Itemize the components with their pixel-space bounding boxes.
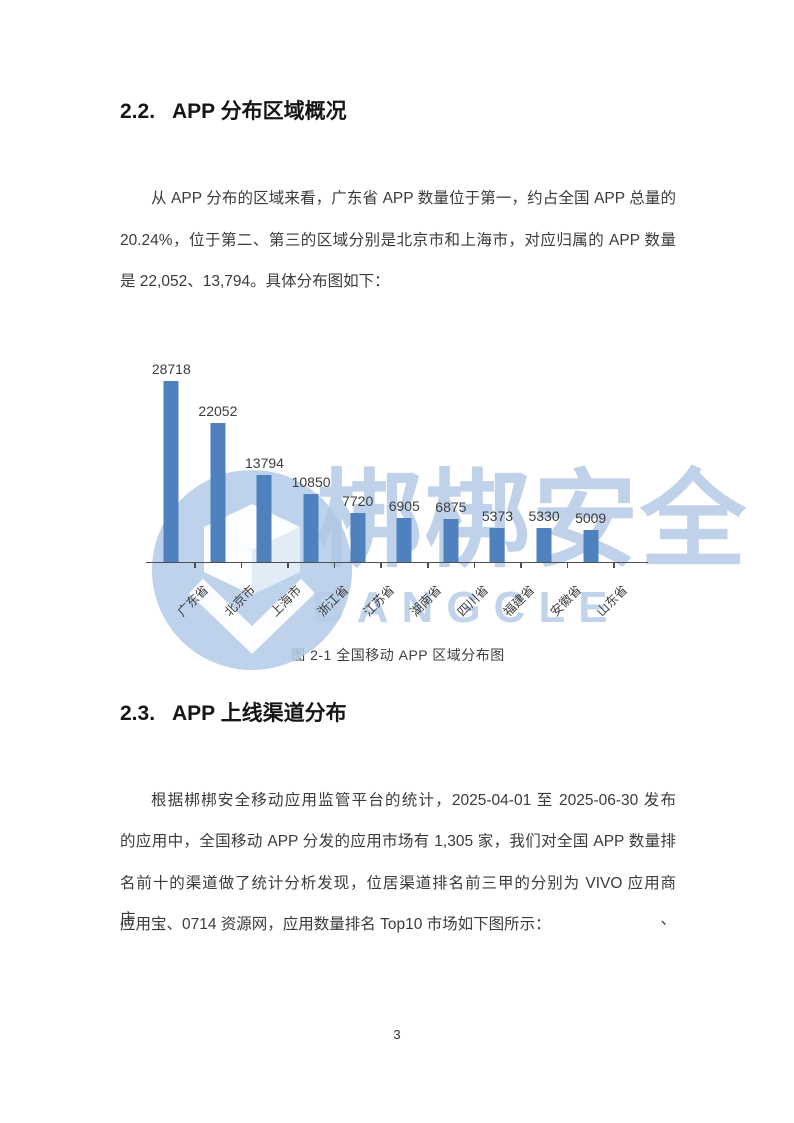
paragraph-channel-distribution: 根据梆梆安全移动应用监管平台的统计，2025-04-01 至 2025-06-3…	[120, 783, 676, 949]
paragraph-line: 从 APP 分布的区域来看，广东省 APP 数量位于第一，约占全国 APP 总量…	[151, 190, 676, 207]
paragraph-line: 的应用中，全国移动 APP 分发的应用市场有 1,305 家，我们对全国 APP…	[120, 833, 676, 850]
section-number: 2.2.	[120, 100, 156, 123]
figure-caption: 图 2-1 全国移动 APP 区域分布图	[291, 646, 505, 663]
chart-x-axis	[146, 561, 648, 563]
axis-tick	[520, 561, 522, 568]
chart-category-cell: 5009 山东省	[567, 352, 631, 619]
category-label: 江苏省	[361, 582, 398, 619]
category-label: 广东省	[174, 582, 212, 619]
category-label: 北京市	[221, 582, 258, 619]
chart-category-cell: 5330 安徽省	[521, 352, 584, 619]
section-heading-2-3: 2.3. APP 上线渠道分布	[120, 701, 676, 727]
chart-category-cell: 5373 福建省	[474, 352, 538, 619]
bar-chart-figure: 梆梆安全 BANGCLE 28718 广东省 22052 北京市 13794 上海市 108…	[120, 352, 746, 670]
bar	[536, 527, 552, 562]
paragraph-line: 应用宝、0714 资源网，应用数量排名 Top10 市场如下图所示：	[120, 916, 551, 933]
chart-category-cell: 10850 浙江省	[288, 352, 351, 619]
bar	[256, 474, 272, 562]
category-label: 安徽省	[547, 582, 585, 619]
section-title: APP 分布区域概况	[172, 100, 347, 123]
axis-tick	[613, 561, 615, 568]
bar-value-label: 5330	[528, 507, 560, 524]
bar	[489, 527, 505, 562]
chart-category-cell: 13794 上海市	[241, 352, 304, 619]
category-label: 福建省	[501, 582, 538, 619]
bar-value-label: 22052	[198, 402, 238, 419]
axis-tick	[380, 561, 382, 568]
axis-tick	[473, 561, 476, 568]
paragraph-region-overview: 从 APP 分布的区域来看，广东省 APP 数量位于第一，约占全国 APP 总量…	[120, 181, 676, 306]
bar-value-label: 5009	[575, 509, 607, 526]
paragraph-line: 20.24%，位于第二、第三的区域分别是北京市和上海市，对应归属的 APP 数量	[120, 231, 676, 249]
paragraph-line: 是 22,052、13,794。具体分布图如下：	[120, 273, 390, 290]
chart-category-cell: 6905 湖南省	[381, 352, 445, 619]
page-content: 2.2. APP 分布区域概况 从 APP 分布的区域来看，广东省 APP 数量…	[120, 0, 746, 949]
bar-value-label: 28718	[151, 360, 191, 377]
bar	[303, 493, 319, 562]
section-title: APP 上线渠道分布	[172, 701, 347, 725]
chart-category-cell: 28718 广东省	[148, 352, 211, 619]
bar-chart: 28718 广东省 22052 北京市 13794 上海市 10850 浙江省 7720 江苏省 6…	[120, 352, 676, 637]
bar	[396, 517, 412, 562]
axis-tick	[427, 561, 429, 568]
bar	[583, 529, 599, 562]
axis-tick	[566, 561, 569, 568]
paragraph-line: 名前十的渠道做了统计分析发现，位居渠道排名前三甲的分别为 VIVO 应用商店、	[120, 874, 676, 928]
page-number: 3	[393, 1027, 401, 1042]
paragraph-line: 根据梆梆安全移动应用监管平台的统计，2025-04-01 至 2025-06-3…	[151, 791, 676, 809]
section-number: 2.3.	[120, 701, 156, 725]
bar-value-label: 13794	[245, 454, 284, 471]
bar-value-label: 6875	[435, 498, 467, 515]
bar	[163, 380, 179, 562]
bar-value-label: 10850	[291, 473, 331, 490]
chart-category-cell: 7720 江苏省	[334, 352, 398, 619]
category-label: 山东省	[594, 582, 631, 619]
chart-category-cell: 6875 四川省	[428, 352, 491, 619]
bar-value-label: 7720	[342, 492, 374, 509]
chart-category-cell: 22052 北京市	[195, 352, 257, 619]
category-label: 浙江省	[314, 582, 352, 619]
chart-plot: 28718 广东省 22052 北京市 13794 上海市 10850 浙江省 7720 江苏省 6…	[148, 352, 631, 619]
bar	[350, 512, 366, 562]
bar-value-label: 6905	[388, 497, 420, 514]
bar	[443, 518, 459, 562]
bar	[210, 422, 226, 562]
category-label: 上海市	[268, 582, 305, 619]
bar-value-label: 5373	[481, 507, 514, 524]
category-label: 湖南省	[407, 582, 445, 619]
category-label: 四川省	[454, 582, 491, 619]
section-heading-2-2: 2.2. APP 分布区域概况	[120, 99, 676, 125]
